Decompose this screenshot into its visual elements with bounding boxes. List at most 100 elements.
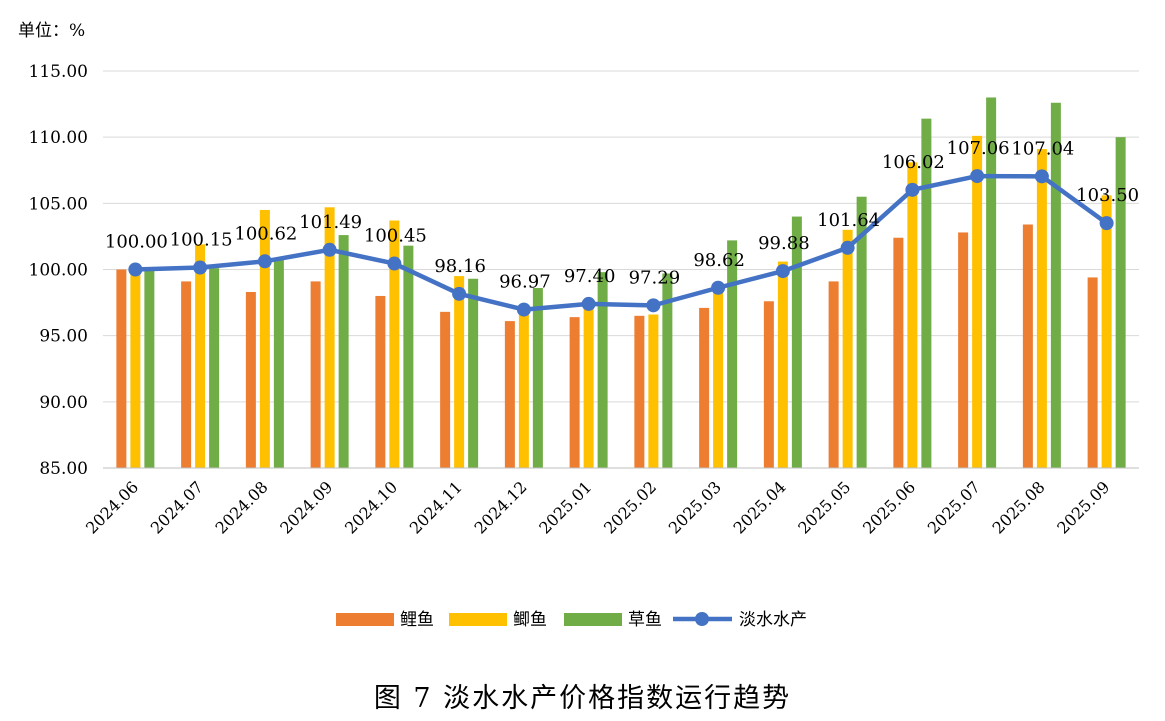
line-point — [452, 286, 467, 301]
line-point — [128, 262, 143, 277]
x-tick-label: 2024.09 — [276, 477, 336, 537]
bar-鲫鱼 — [713, 286, 724, 468]
line-point — [387, 256, 402, 271]
y-tick-label: 95.00 — [39, 327, 88, 347]
bar-鲤鱼 — [763, 301, 774, 468]
bar-草鱼 — [338, 235, 349, 468]
bar-鲫鱼 — [907, 162, 918, 468]
line-point — [970, 169, 985, 184]
bar-草鱼 — [662, 273, 673, 468]
data-label: 107.06 — [947, 138, 1010, 159]
legend: 鲤鱼 鲫鱼 草鱼 淡水水产 — [336, 610, 807, 630]
bar-鲤鱼 — [1087, 277, 1098, 468]
bar-鲤鱼 — [504, 321, 515, 468]
data-label: 106.02 — [882, 152, 945, 173]
bar-鲤鱼 — [116, 269, 127, 468]
line-point — [516, 302, 531, 317]
bar-草鱼 — [532, 288, 543, 468]
line-point — [257, 254, 272, 269]
x-tick-label: 2024.06 — [82, 477, 142, 537]
data-label: 100.15 — [170, 230, 233, 251]
bar-鲫鱼 — [324, 207, 335, 468]
bar-鲫鱼 — [130, 269, 141, 468]
bar-鲤鱼 — [699, 307, 710, 468]
unit-label: 单位：% — [18, 21, 86, 41]
y-tick-label: 100.00 — [29, 261, 88, 281]
bar-鲫鱼 — [972, 135, 983, 469]
bar-鲫鱼 — [583, 301, 594, 468]
legend-marker — [695, 612, 709, 626]
figure-caption: 图 7 淡水水产价格指数运行趋势 — [373, 683, 792, 714]
x-tick-label: 2024.12 — [470, 477, 530, 537]
bar-草鱼 — [273, 258, 284, 468]
legend-label: 淡水水产 — [739, 610, 807, 630]
data-label: 107.04 — [1011, 138, 1074, 159]
data-label: 98.62 — [693, 250, 745, 271]
data-label: 98.16 — [434, 256, 486, 277]
bar-鲫鱼 — [777, 261, 788, 468]
bar-鲤鱼 — [245, 291, 256, 468]
bar-草鱼 — [791, 216, 802, 468]
line-point — [1034, 169, 1049, 184]
data-label: 97.40 — [564, 266, 616, 287]
data-label: 99.88 — [758, 233, 810, 254]
bar-鲤鱼 — [181, 281, 192, 468]
bars — [116, 97, 1126, 469]
bar-鲫鱼 — [454, 276, 465, 468]
bar-鲫鱼 — [648, 314, 659, 468]
x-tick-label: 2024.07 — [147, 477, 207, 537]
price-index-chart: 85.0090.0095.00100.00105.00110.00115.00 … — [29, 62, 1140, 630]
line-point — [581, 296, 596, 311]
data-label: 103.50 — [1076, 185, 1139, 206]
y-tick-label: 90.00 — [39, 393, 88, 413]
bar-鲫鱼 — [259, 209, 270, 468]
line-point — [646, 298, 661, 313]
bar-鲤鱼 — [569, 317, 580, 468]
x-tick-label: 2024.08 — [211, 477, 271, 537]
line-point — [840, 240, 855, 255]
bar-草鱼 — [1050, 102, 1061, 468]
bar-草鱼 — [209, 268, 220, 468]
legend-label: 草鱼 — [628, 610, 662, 630]
line-淡水水产 — [135, 173, 1108, 312]
bar-鲫鱼 — [389, 220, 400, 468]
line-point — [711, 280, 726, 295]
bar-草鱼 — [468, 278, 479, 468]
data-label: 97.29 — [629, 267, 681, 288]
bar-鲫鱼 — [1036, 149, 1047, 468]
x-tick-label: 2025.06 — [859, 477, 919, 537]
bar-草鱼 — [986, 97, 997, 468]
x-tick-label: 2025.04 — [729, 477, 789, 537]
data-label: 100.00 — [105, 232, 168, 253]
bar-鲤鱼 — [375, 295, 386, 468]
bar-鲤鱼 — [893, 237, 904, 468]
data-label: 100.45 — [364, 226, 427, 247]
bar-草鱼 — [1115, 137, 1126, 468]
bar-草鱼 — [597, 272, 608, 468]
bar-草鱼 — [856, 196, 867, 468]
bar-鲤鱼 — [958, 232, 969, 468]
bar-鲤鱼 — [440, 311, 451, 468]
data-label: 101.49 — [299, 212, 362, 233]
bar-草鱼 — [403, 245, 414, 468]
data-label: 100.62 — [234, 223, 297, 244]
bar-鲫鱼 — [518, 305, 529, 468]
bar-鲫鱼 — [1101, 195, 1112, 469]
line-point — [905, 182, 920, 197]
x-tick-label: 2025.05 — [794, 477, 854, 537]
freshwater-line — [128, 169, 1114, 317]
legend-label: 鲤鱼 — [400, 610, 434, 630]
bar-草鱼 — [144, 269, 155, 468]
legend-swatch — [449, 613, 507, 626]
data-label: 96.97 — [499, 272, 551, 293]
x-tick-label: 2024.11 — [406, 477, 466, 537]
x-axis-ticks: 2024.06 2024.07 2024.08 2024.09 2024.10 2024.… — [82, 477, 1113, 537]
line-point — [193, 260, 208, 275]
bar-鲤鱼 — [828, 281, 839, 468]
bar-草鱼 — [727, 240, 738, 468]
y-tick-label: 85.00 — [39, 459, 88, 479]
x-tick-label: 2025.08 — [988, 477, 1048, 537]
legend-swatch — [564, 613, 622, 626]
bar-鲤鱼 — [310, 281, 321, 468]
